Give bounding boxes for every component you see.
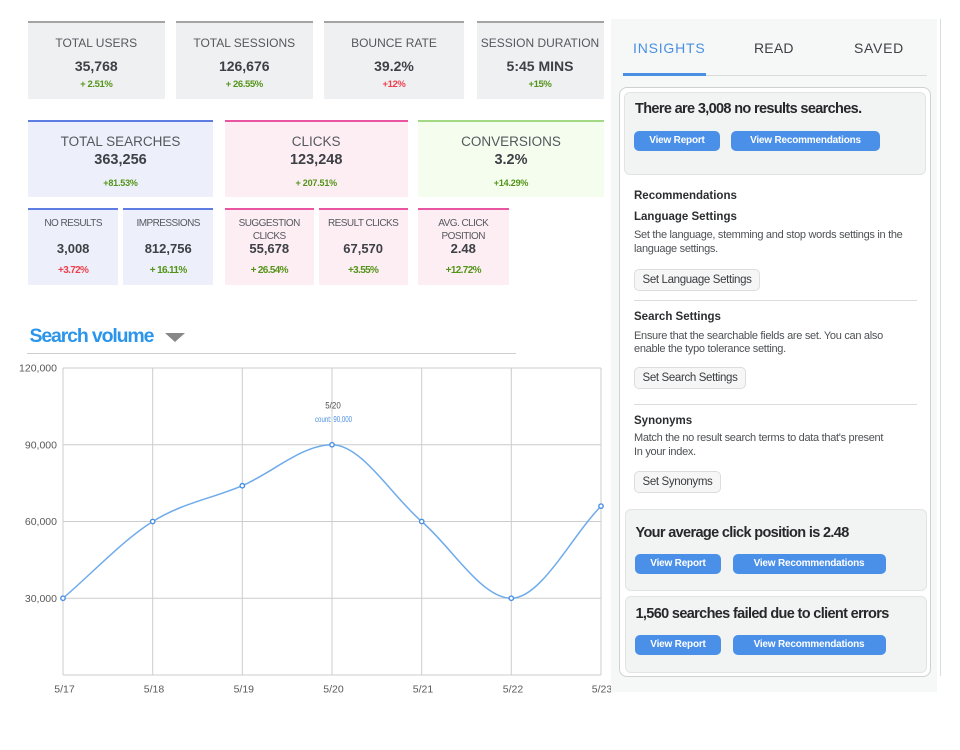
svg-text:90,000: 90,000: [25, 439, 57, 451]
svg-text:5/18: 5/18: [144, 683, 165, 695]
svg-text:5/20: 5/20: [325, 400, 341, 411]
svg-text:count: 90,000: count: 90,000: [315, 414, 352, 424]
svg-text:5/20: 5/20: [323, 683, 344, 695]
svg-text:5/23: 5/23: [592, 683, 613, 695]
svg-text:5/17: 5/17: [54, 683, 75, 695]
svg-text:30,000: 30,000: [25, 593, 57, 605]
svg-text:120,000: 120,000: [19, 363, 57, 375]
svg-text:5/22: 5/22: [503, 683, 524, 695]
svg-text:60,000: 60,000: [25, 516, 57, 528]
svg-text:5/21: 5/21: [413, 683, 434, 695]
svg-text:5/19: 5/19: [234, 683, 255, 695]
